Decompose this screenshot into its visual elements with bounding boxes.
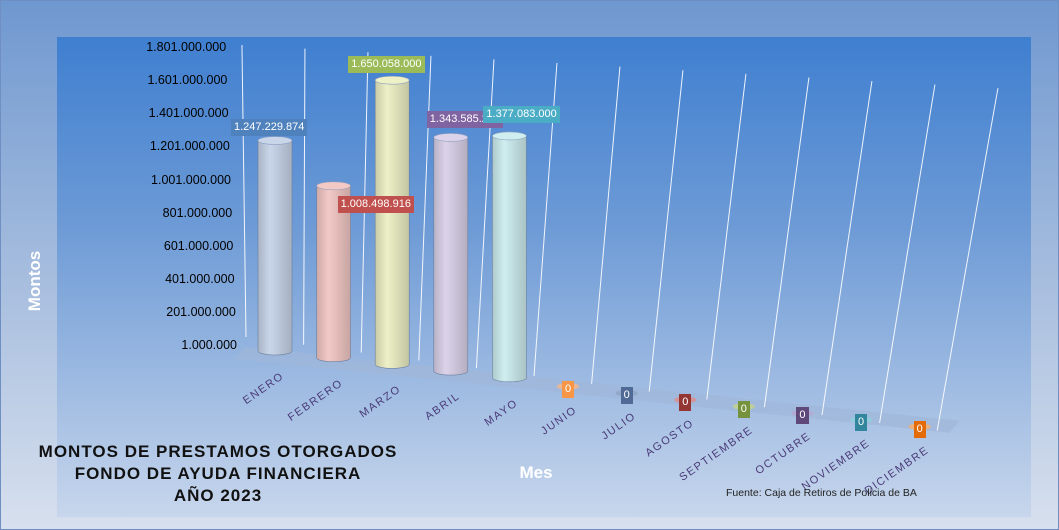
data-label: 0 (737, 400, 750, 418)
y-tick-label: 1.801.000.000 (146, 40, 227, 55)
grid-line (303, 48, 306, 345)
data-label: 1.377.083.000 (483, 105, 560, 123)
y-tick-label: 401.000.000 (165, 271, 235, 286)
y-tick-label: 1.401.000.000 (148, 106, 229, 121)
y-axis-label: Montos (25, 250, 44, 312)
data-label: 1.650.058.000 (348, 56, 425, 74)
grid-line (763, 77, 810, 408)
bar-febrero (316, 181, 351, 362)
bar-mayo (492, 131, 527, 383)
y-tick-label: 1.000.000 (181, 338, 237, 352)
bar-enero (257, 136, 293, 356)
bar-abril (433, 133, 469, 376)
data-label: 0 (562, 380, 575, 398)
chart-title: MONTOS DE PRESTAMOS OTORGADOS FONDO DE A… (23, 441, 413, 507)
grid-line (591, 66, 621, 384)
data-label: 1.247.229.874 (231, 118, 308, 136)
data-label: 0 (679, 393, 692, 411)
grid-line (821, 80, 873, 416)
bar-marzo (374, 75, 410, 369)
data-label: 0 (855, 414, 868, 431)
y-tick-label: 1.201.000.000 (149, 139, 230, 154)
y-tick-label: 1.001.000.000 (151, 172, 231, 187)
y-tick-label: 201.000.000 (166, 304, 236, 319)
grid-line (936, 88, 999, 431)
grid-line (648, 70, 684, 392)
grid-line (241, 44, 247, 338)
grid-line (879, 84, 936, 423)
grid-line (418, 55, 432, 361)
title-line-3: AÑO 2023 (173, 486, 263, 505)
x-axis-label: Mes (519, 463, 553, 482)
data-label: 0 (620, 387, 633, 405)
source-note: Fuente: Caja de Retiros de Policia de BA (726, 487, 917, 499)
data-label: 0 (913, 420, 926, 438)
data-label: 0 (796, 407, 809, 425)
y-tick-label: 801.000.000 (162, 205, 233, 220)
title-line-2: FONDO DE AYUDA FINANCIERA (74, 464, 362, 483)
chart-floor (235, 347, 960, 433)
y-tick-label: 1.601.000.000 (147, 73, 228, 88)
y-tick-label: 601.000.000 (163, 238, 234, 253)
data-label: 1.008.498.916 (337, 195, 414, 213)
grid-line (706, 73, 747, 400)
title-line-1: MONTOS DE PRESTAMOS OTORGADOS (38, 442, 398, 461)
